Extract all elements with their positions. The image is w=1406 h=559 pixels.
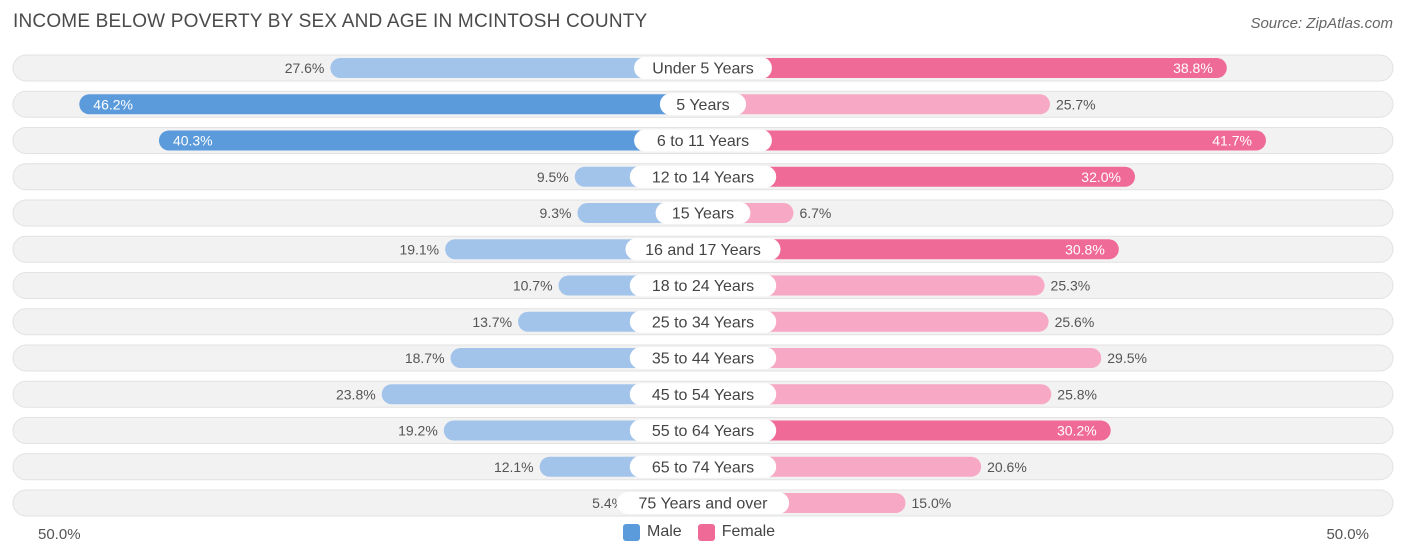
value-label-male-16-and-17-years: 19.1% xyxy=(399,241,439,257)
bar-female-55-to-64-years xyxy=(703,420,1111,441)
legend-swatch-female xyxy=(697,523,715,541)
bar-female-12-to-14-years xyxy=(703,166,1135,187)
chart-source: Source: ZipAtlas.com xyxy=(1250,15,1393,32)
category-pill-55-to-64-years xyxy=(629,419,777,442)
axis-max-label: 50.0% xyxy=(1326,526,1369,543)
value-label-female-5-years: 25.7% xyxy=(1056,96,1096,112)
category-pill-35-to-44-years xyxy=(629,347,777,369)
category-pill-65-to-74-years xyxy=(629,455,777,478)
category-pill-15-years xyxy=(655,202,751,224)
bar-male-5-years xyxy=(79,94,704,115)
bar-female-25-to-34-years xyxy=(703,311,1049,332)
category-pill-45-to-54-years xyxy=(629,383,777,406)
bar-female-16-and-17-years xyxy=(703,239,1119,260)
category-pill-25-to-34-years xyxy=(629,310,777,333)
value-label-male-75-years-and-over: 5.4% xyxy=(592,495,624,511)
category-label-55-to-64-years: 55 to 64 Years xyxy=(652,423,754,440)
legend-swatch-male xyxy=(623,523,640,541)
value-label-female-16-and-17-years: 30.8% xyxy=(1065,241,1105,257)
value-label-female-65-to-74-years: 20.6% xyxy=(987,459,1027,475)
bar-female-under-5-years xyxy=(703,58,1227,78)
axis-min-label: 50.0% xyxy=(38,526,81,543)
bar-male-45-to-54-years xyxy=(381,384,703,405)
legend-label-male: Male xyxy=(647,523,682,540)
category-label-15-years: 15 Years xyxy=(672,206,734,223)
category-label-35-to-44-years: 35 to 44 Years xyxy=(652,351,754,368)
category-pill-under-5-years xyxy=(634,57,772,79)
value-label-male-65-to-74-years: 12.1% xyxy=(494,459,534,475)
bar-female-45-to-54-years xyxy=(703,384,1052,405)
category-label-6-to-11-years: 6 to 11 Years xyxy=(657,133,749,150)
bar-male-under-5-years xyxy=(330,58,703,78)
value-label-female-35-to-44-years: 29.5% xyxy=(1107,350,1147,366)
value-label-female-75-years-and-over: 15.0% xyxy=(912,495,952,511)
value-label-male-35-to-44-years: 18.7% xyxy=(405,350,445,366)
category-label-16-and-17-years: 16 and 17 Years xyxy=(645,242,761,259)
category-label-25-to-34-years: 25 to 34 Years xyxy=(652,314,754,331)
category-label-65-to-74-years: 65 to 74 Years xyxy=(652,459,754,476)
value-label-female-12-to-14-years: 32.0% xyxy=(1081,169,1121,185)
category-pill-5-years xyxy=(659,93,747,116)
bar-female-18-to-24-years xyxy=(703,275,1045,296)
value-label-male-15-years: 9.3% xyxy=(540,205,572,221)
bar-female-6-to-11-years xyxy=(703,130,1266,151)
value-label-female-6-to-11-years: 41.7% xyxy=(1212,133,1252,149)
bar-female-35-to-44-years xyxy=(703,348,1102,368)
value-label-male-12-to-14-years: 9.5% xyxy=(537,169,569,185)
value-label-male-45-to-54-years: 23.8% xyxy=(336,386,376,402)
legend: Male Female xyxy=(623,523,791,541)
category-pill-12-to-14-years xyxy=(629,165,777,188)
legend-item-female[interactable]: Female xyxy=(697,523,776,541)
value-label-female-15-years: 6.7% xyxy=(799,205,831,221)
value-label-male-6-to-11-years: 40.3% xyxy=(173,133,213,149)
legend-label-female: Female xyxy=(721,523,776,540)
bar-male-6-to-11-years xyxy=(158,130,703,151)
category-label-45-to-54-years: 45 to 54 Years xyxy=(652,387,754,404)
value-label-male-55-to-64-years: 19.2% xyxy=(398,423,438,439)
value-label-female-25-to-34-years: 25.6% xyxy=(1055,314,1095,330)
value-label-female-55-to-64-years: 30.2% xyxy=(1057,423,1097,439)
category-label-12-to-14-years: 12 to 14 Years xyxy=(652,169,754,186)
value-label-male-25-to-34-years: 13.7% xyxy=(472,314,512,330)
legend-item-male[interactable]: Male xyxy=(623,523,682,541)
value-label-male-18-to-24-years: 10.7% xyxy=(513,278,553,294)
category-label-5-years: 5 Years xyxy=(676,97,729,114)
value-label-male-5-years: 46.2% xyxy=(93,96,133,112)
category-label-18-to-24-years: 18 to 24 Years xyxy=(652,278,754,295)
value-label-male-under-5-years: 27.6% xyxy=(285,60,325,76)
category-pill-75-years-and-over xyxy=(616,492,790,514)
value-label-female-45-to-54-years: 25.8% xyxy=(1057,386,1097,402)
category-label-75-years-and-over: 75 Years and over xyxy=(639,496,769,513)
value-label-female-18-to-24-years: 25.3% xyxy=(1051,278,1091,294)
chart-title: INCOME BELOW POVERTY BY SEX AND AGE IN M… xyxy=(13,11,648,32)
category-pill-18-to-24-years xyxy=(629,274,777,297)
bar-female-5-years xyxy=(703,94,1050,115)
category-pill-16-and-17-years xyxy=(625,238,781,261)
category-pill-6-to-11-years xyxy=(634,129,772,152)
value-label-female-under-5-years: 38.8% xyxy=(1173,60,1213,76)
category-label-under-5-years: Under 5 Years xyxy=(652,61,753,78)
